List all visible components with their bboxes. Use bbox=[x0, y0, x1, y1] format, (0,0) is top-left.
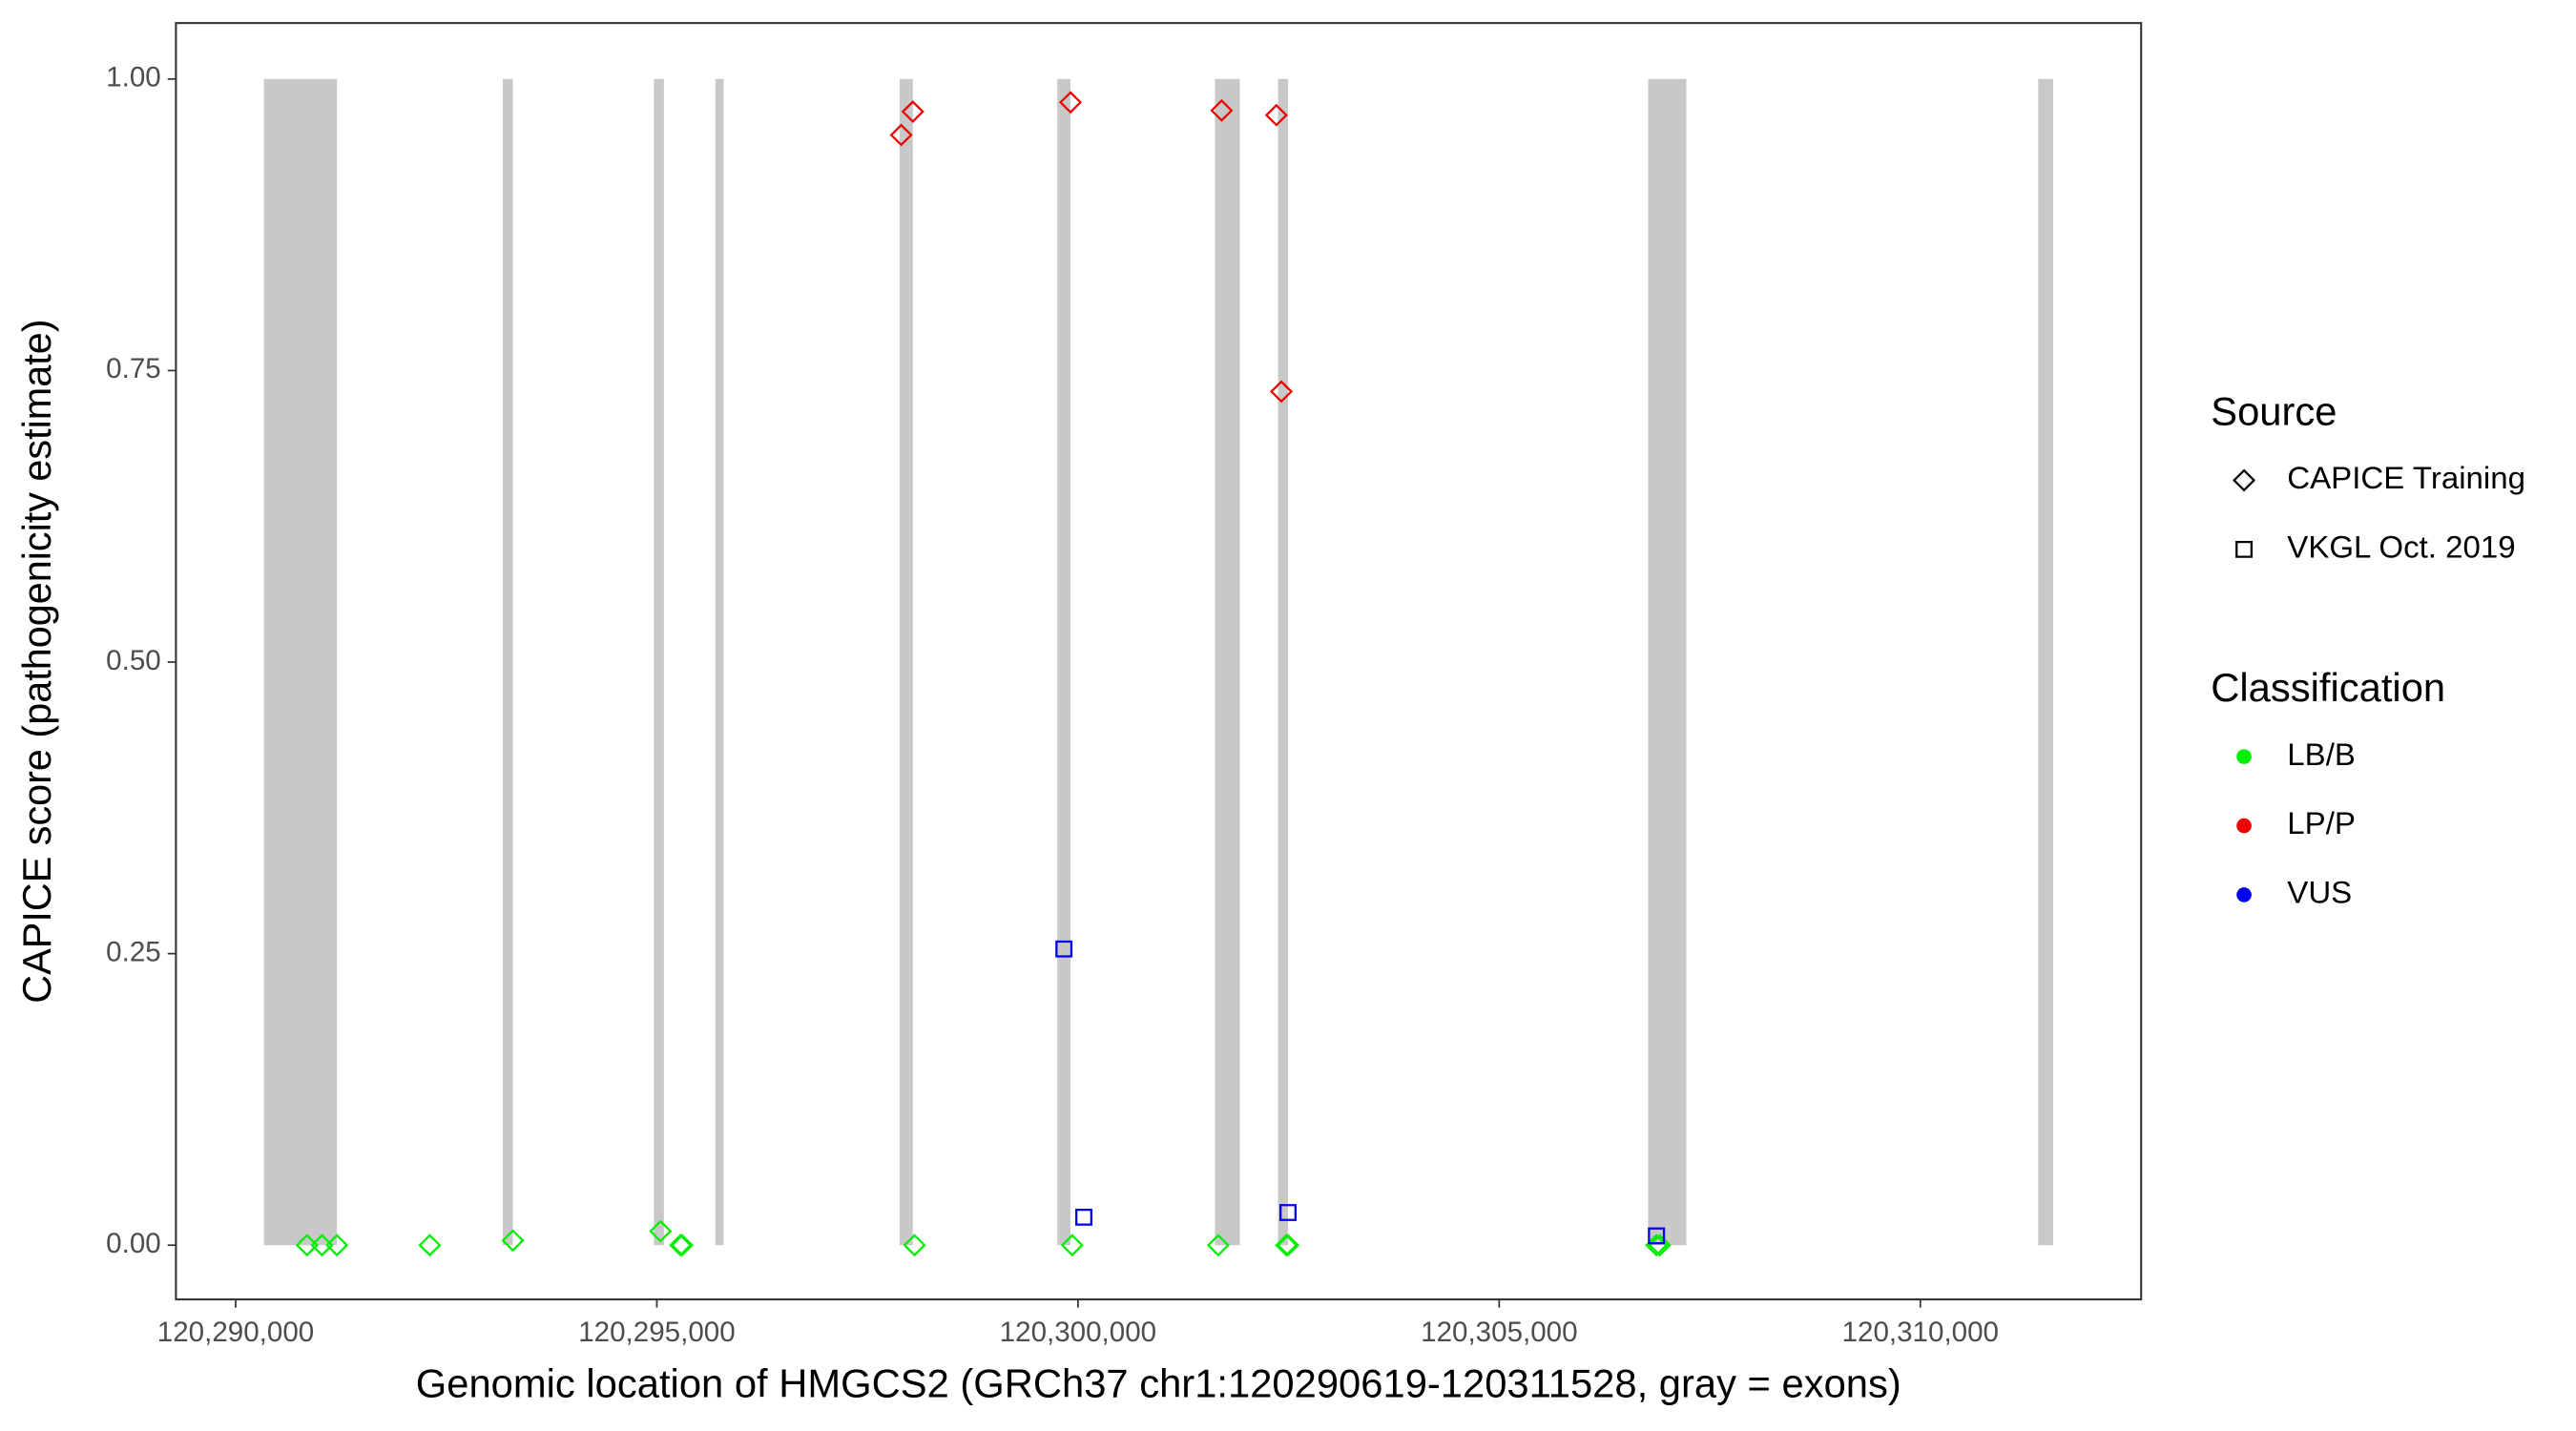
exon bbox=[1278, 78, 1289, 1246]
legend-symbol bbox=[2236, 749, 2252, 764]
y-tick-label: 0.00 bbox=[106, 1228, 161, 1259]
exon bbox=[715, 78, 724, 1246]
y-tick-label: 0.75 bbox=[106, 353, 161, 384]
data-point bbox=[1276, 1234, 1300, 1257]
legend-label: VKGL Oct. 2019 bbox=[2287, 529, 2515, 565]
legend-label: CAPICE Training bbox=[2287, 460, 2525, 495]
legend-title: Classification bbox=[2211, 665, 2445, 710]
data-point bbox=[310, 1234, 334, 1257]
plot-border bbox=[175, 22, 2143, 1301]
data-point bbox=[1275, 1234, 1298, 1257]
data-point bbox=[1279, 1204, 1297, 1221]
exon bbox=[899, 78, 913, 1246]
data-point bbox=[901, 100, 924, 123]
data-point bbox=[1210, 98, 1234, 122]
data-point bbox=[295, 1234, 319, 1257]
y-axis-title: CAPICE score (pathogenicity estimate) bbox=[14, 320, 59, 1004]
y-tick-label: 1.00 bbox=[106, 62, 161, 93]
data-point bbox=[1075, 1209, 1092, 1226]
data-point bbox=[501, 1229, 525, 1253]
legend-label: VUS bbox=[2287, 875, 2352, 910]
data-point bbox=[889, 123, 913, 147]
data-point bbox=[325, 1234, 349, 1257]
data-point bbox=[1269, 380, 1294, 404]
data-point bbox=[1055, 940, 1073, 958]
data-point bbox=[1264, 103, 1288, 127]
data-point bbox=[418, 1234, 442, 1257]
data-point bbox=[903, 1234, 926, 1257]
x-tick-label: 120,295,000 bbox=[578, 1317, 735, 1348]
data-point bbox=[1060, 1234, 1084, 1257]
y-tick-label: 0.25 bbox=[106, 936, 161, 967]
exon bbox=[1215, 78, 1240, 1246]
legend-label: LP/P bbox=[2287, 805, 2356, 840]
legend-label: LB/B bbox=[2287, 736, 2356, 772]
data-point bbox=[670, 1234, 694, 1257]
x-tick-label: 120,310,000 bbox=[1842, 1317, 1999, 1348]
legend-symbol bbox=[2235, 540, 2254, 558]
legend-title: Source bbox=[2211, 389, 2337, 434]
legend-symbol bbox=[2236, 887, 2252, 902]
exon bbox=[2038, 78, 2053, 1246]
data-point bbox=[1059, 91, 1083, 114]
exon bbox=[1057, 78, 1071, 1246]
x-tick-label: 120,300,000 bbox=[1000, 1317, 1156, 1348]
y-tick-label: 0.50 bbox=[106, 645, 161, 676]
exon bbox=[1648, 78, 1687, 1246]
x-axis-title: Genomic location of HMGCS2 (GRCh37 chr1:… bbox=[416, 1361, 1901, 1406]
exon bbox=[503, 78, 513, 1246]
data-point bbox=[1648, 1227, 1666, 1245]
legend-symbol bbox=[2233, 468, 2256, 492]
exon bbox=[263, 78, 338, 1246]
exon bbox=[654, 78, 664, 1246]
data-point bbox=[669, 1234, 693, 1257]
legend-symbol bbox=[2236, 818, 2252, 834]
data-point bbox=[1648, 1234, 1672, 1257]
data-point bbox=[649, 1219, 673, 1243]
x-tick-label: 120,290,000 bbox=[157, 1317, 314, 1348]
data-point bbox=[1206, 1234, 1230, 1257]
x-tick-label: 120,305,000 bbox=[1421, 1317, 1577, 1348]
